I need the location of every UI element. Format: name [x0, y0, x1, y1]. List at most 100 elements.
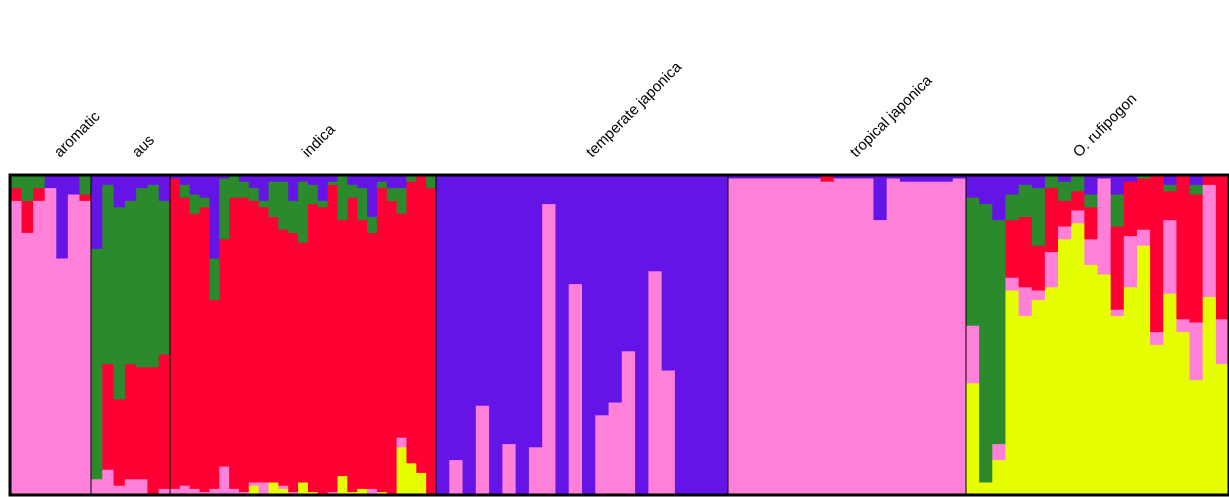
bar-segment-k5: [1044, 287, 1059, 496]
bar-segment-k3: [1110, 226, 1125, 310]
bar-segment-k4: [147, 175, 160, 185]
bar-segment-k4: [462, 175, 477, 496]
bar-segment-k2: [357, 187, 368, 221]
bar-segment-k4: [219, 175, 230, 179]
bar-segment-k2: [1189, 184, 1204, 195]
bar-segment-k4: [475, 175, 490, 406]
bar-segment-k1: [248, 482, 260, 486]
bar-segment-k2: [1044, 175, 1059, 189]
bar-segment-k1: [728, 178, 742, 496]
bar-segment-k5: [1110, 315, 1125, 496]
bar-segment-k4: [979, 175, 993, 205]
bar-segment-k1: [1005, 277, 1020, 291]
bar-segment-k2: [1071, 175, 1085, 192]
bar-segment-k1: [528, 447, 543, 496]
bar-segment-k3: [317, 207, 329, 496]
bar-segment-k4: [886, 175, 901, 179]
bar-segment-k4: [952, 175, 967, 179]
bar-segment-k3: [406, 181, 417, 464]
bar-segment-k1: [1097, 178, 1112, 275]
bar-segment-k1: [542, 203, 557, 496]
bar-segment-k2: [278, 181, 289, 230]
bar-segment-k4: [179, 175, 191, 185]
bar-segment-k2: [1031, 187, 1046, 246]
bar-segment-k1: [939, 181, 954, 496]
bar-segment-k4: [860, 175, 875, 179]
bar-segment-k2: [347, 184, 358, 198]
bar-segment-k4: [1005, 175, 1020, 195]
bar-segment-k1: [1044, 251, 1059, 288]
bar-segment-k2: [268, 181, 279, 217]
bar-segment-k1: [136, 479, 149, 496]
bar-segment-k4: [899, 175, 914, 182]
bar-segment-k2: [327, 181, 339, 185]
bar-segment-k1: [608, 402, 623, 496]
bar-segment-k3: [79, 194, 92, 201]
bar-segment-k3: [248, 200, 260, 483]
bar-segment-k3: [298, 242, 309, 483]
bar-segment-k3: [33, 187, 46, 201]
bar-segment-k4: [489, 175, 503, 496]
bar-segment-k2: [158, 200, 171, 355]
bar-segment-k4: [701, 175, 716, 496]
bar-segment-k1: [278, 485, 289, 489]
population-label: aus: [129, 132, 158, 161]
bar-segment-k5: [298, 482, 309, 496]
bar-segment-k1: [1058, 226, 1072, 240]
bar-segment-k2: [179, 184, 191, 198]
bar-segment-k3: [102, 363, 115, 470]
bar-segment-k4: [307, 175, 319, 185]
bar-segment-k1: [1189, 322, 1204, 381]
bar-segment-k4: [568, 175, 583, 285]
bar-segment-k2: [147, 184, 160, 368]
bar-segment-k1: [966, 325, 980, 384]
bar-segment-k5: [248, 485, 260, 496]
bar-segment-k4: [1058, 175, 1072, 182]
bar-segment-k1: [1110, 309, 1125, 317]
bar-segment-k4: [767, 175, 782, 179]
bar-segment-k5: [1150, 344, 1164, 496]
bar-segment-k3: [367, 232, 378, 489]
bar-segment-k4: [966, 175, 980, 198]
bar-segment-k2: [79, 175, 92, 195]
bar-segment-k3: [416, 175, 427, 473]
bar-segment-k2: [136, 187, 149, 368]
bar-segment-k5: [278, 488, 289, 496]
bar-segment-k5: [966, 383, 980, 496]
bar-segment-k4: [847, 175, 861, 179]
bar-segment-k3: [1018, 216, 1033, 288]
bar-segment-k4: [741, 175, 756, 179]
bar-segment-k1: [992, 443, 1007, 461]
bar-segment-k4: [158, 175, 171, 201]
bar-segment-k1: [449, 459, 464, 496]
population-group-tropical-japonica: [728, 175, 967, 496]
bar-segment-k2: [426, 175, 437, 189]
bar-segment-k3: [1189, 194, 1204, 323]
bar-segment-k1: [179, 485, 191, 496]
bar-segment-k1: [899, 181, 914, 496]
bar-segment-k4: [436, 175, 450, 496]
bar-segment-k1: [1215, 319, 1229, 365]
bar-segment-k2: [10, 175, 23, 189]
bar-segment-k3: [396, 213, 408, 438]
bar-segment-k1: [860, 178, 875, 496]
bar-segment-k3: [21, 200, 34, 233]
bar-segment-k2: [238, 181, 250, 198]
bar-segment-k4: [621, 175, 636, 352]
bar-segment-k3: [1031, 245, 1046, 291]
bar-segment-k4: [1018, 175, 1033, 185]
admixture-bars: [10, 175, 1229, 496]
bar-segment-k4: [113, 175, 126, 208]
bar-segment-k4: [1097, 175, 1112, 179]
bar-segment-k1: [926, 181, 941, 496]
population-label: tropical japonica: [847, 72, 936, 161]
population-group-temperate-japonica: [436, 175, 729, 496]
bar-segment-k3: [1123, 181, 1138, 237]
bar-segment-k4: [648, 175, 663, 272]
bar-segment-k3: [136, 367, 149, 480]
bar-segment-k4: [913, 175, 927, 182]
bar-segment-k4: [926, 175, 941, 182]
bar-segment-k4: [1031, 175, 1046, 189]
bar-segment-k5: [1097, 274, 1112, 496]
bar-segment-k5: [337, 475, 348, 496]
